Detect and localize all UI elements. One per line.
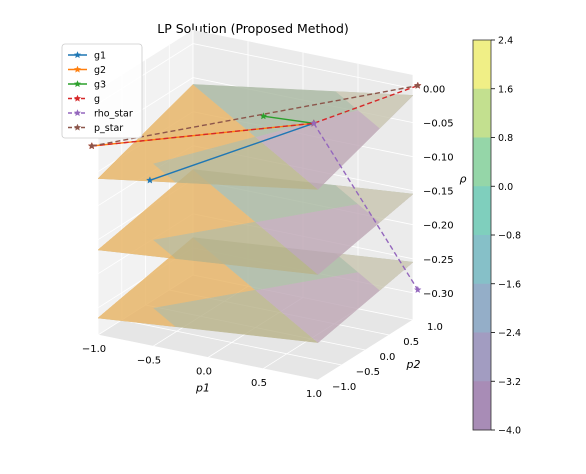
legend-entry: g1 — [68, 51, 106, 62]
legend-entry: g — [68, 94, 100, 105]
colorbar-tick-label: 0.0 — [498, 182, 513, 193]
x-axis-label: p1 — [195, 382, 210, 395]
colorbar: 2.4 1.6 0.8 0.0 −0.8 −1.6 −2.4 −3.2 −4.0 — [472, 36, 521, 437]
series-marker — [73, 65, 82, 73]
colorbar-band — [473, 235, 491, 285]
legend-entry: p_star — [68, 123, 123, 134]
legend-label: g — [94, 94, 100, 105]
colorbar-tick-label: −4.0 — [498, 426, 521, 437]
series-marker — [73, 123, 82, 131]
colorbar-band — [473, 186, 491, 236]
legend-label: g3 — [94, 80, 106, 91]
colorbar-tick-label: −0.8 — [498, 231, 521, 242]
y-tick-label: −1.0 — [332, 382, 356, 393]
chart-title: LP Solution (Proposed Method) — [157, 21, 349, 36]
colorbar-band — [473, 283, 491, 333]
y-tick-label: 1.0 — [427, 322, 443, 333]
series-rho-star — [310, 119, 422, 293]
series-p-star — [88, 81, 422, 150]
series-marker — [88, 142, 96, 150]
z-tick-label: −0.10 — [423, 153, 454, 164]
surface-facet — [97, 221, 176, 259]
surface-facet — [97, 289, 176, 327]
series-marker — [414, 81, 422, 89]
x-tick-label: 1.0 — [306, 389, 322, 400]
z-tick-label: −0.05 — [423, 119, 454, 130]
surfaces — [97, 84, 414, 343]
legend: g1 g2 g3 g rho_star p_star — [61, 43, 143, 139]
legend-entry: rho_star — [68, 109, 133, 120]
series-line — [91, 84, 418, 147]
colorbar-tick-label: 2.4 — [498, 36, 513, 47]
colorbar-band — [473, 332, 491, 382]
series-marker — [73, 109, 82, 117]
series-marker — [73, 80, 82, 88]
z-axis-label: ρ — [460, 173, 467, 186]
x-tick-label: −1.0 — [82, 344, 106, 355]
legend-label: rho_star — [94, 109, 133, 120]
colorbar-band — [473, 137, 491, 187]
x-tick-label: −0.5 — [137, 355, 161, 366]
legend-entry: g2 — [68, 65, 106, 76]
series-marker — [73, 94, 82, 102]
tick-labels: −1.0−0.50.00.51.0−1.0−0.50.00.51.00.00−0… — [82, 85, 467, 400]
y-tick-label: 0.5 — [403, 337, 419, 348]
colorbar-tick-label: 0.8 — [498, 133, 513, 144]
colorbar-band — [473, 88, 491, 138]
series-lines — [88, 81, 422, 293]
surface-facet — [97, 145, 176, 183]
legend-entry: g3 — [68, 80, 106, 91]
surface-facet — [335, 91, 414, 129]
y-tick-label: 0.0 — [380, 352, 396, 363]
colorbar-tick-label: −1.6 — [498, 279, 521, 290]
legend-label: g2 — [94, 65, 106, 76]
surface-top — [97, 84, 414, 190]
surface-facet — [335, 253, 414, 291]
x-tick-label: 0.0 — [196, 367, 212, 378]
series-marker — [146, 176, 154, 184]
z-tick-label: 0.00 — [423, 85, 445, 96]
legend-label: g1 — [94, 51, 106, 62]
colorbar-tick-label: 1.6 — [498, 84, 513, 95]
legend-label: p_star — [94, 123, 123, 134]
colorbar-tick-label: −2.4 — [498, 328, 521, 339]
z-tick-label: −0.25 — [423, 255, 454, 266]
colorbar-tick-label: −3.2 — [498, 377, 521, 388]
legend-box — [61, 43, 143, 139]
z-tick-label: −0.15 — [423, 187, 454, 198]
z-tick-label: −0.30 — [423, 289, 454, 300]
colorbar-band — [473, 40, 491, 90]
x-tick-label: 0.5 — [251, 378, 267, 389]
y-axis-label: p2 — [406, 358, 421, 371]
series-line — [313, 122, 419, 291]
series-line — [263, 115, 314, 124]
series-marker — [73, 51, 82, 59]
series-marker — [414, 285, 422, 293]
series-line — [149, 122, 315, 181]
surface-facet — [335, 185, 414, 223]
y-tick-label: −0.5 — [356, 367, 380, 378]
series-line — [91, 84, 419, 147]
colorbar-band — [473, 381, 491, 431]
series-marker — [310, 119, 318, 127]
z-tick-label: −0.20 — [423, 221, 454, 232]
